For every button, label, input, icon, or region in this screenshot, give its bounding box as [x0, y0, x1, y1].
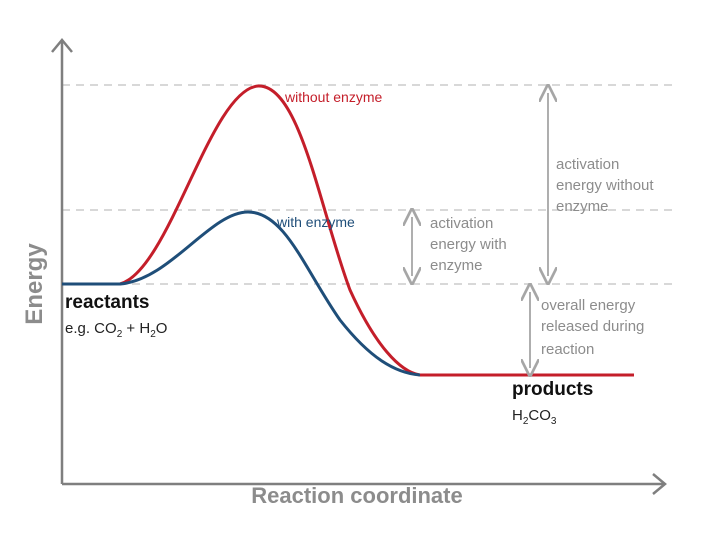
annotation-ea-with: activation energy with enzyme: [430, 215, 511, 274]
annotation-ea-without-line3: enzyme: [556, 198, 609, 215]
x-axis-label: Reaction coordinate: [251, 483, 462, 508]
label-with-enzyme: with enzyme: [276, 214, 355, 230]
y-axis-label: Energy: [21, 243, 48, 325]
products-title: products: [512, 379, 593, 400]
curve-without-enzyme: [62, 84, 634, 377]
reactants-example: e.g. CO2 + H2O: [65, 320, 167, 340]
annotation-ea-with-line3: enzyme: [430, 257, 483, 274]
annotation-ea-with-line1: activation: [430, 215, 493, 232]
annotation-overall: overall energy released during reaction: [541, 297, 649, 358]
annotation-overall-line3: reaction: [541, 341, 594, 358]
annotation-ea-with-line2: energy with: [430, 236, 507, 253]
label-without-enzyme: without enzyme: [284, 89, 382, 105]
reactants-title: reactants: [65, 292, 150, 313]
curve-with-enzyme: [62, 210, 421, 377]
products-formula: H2CO3: [512, 407, 557, 427]
y-axis-arrowhead: [51, 38, 73, 53]
annotation-ea-without: activation energy without enzyme: [556, 156, 658, 215]
x-axis-arrowhead: [652, 473, 667, 495]
annotation-ea-without-line1: activation: [556, 156, 619, 173]
annotation-overall-line2: released during: [541, 318, 644, 335]
annotation-ea-without-line2: energy without: [556, 177, 654, 194]
annotation-overall-line1: overall energy: [541, 297, 636, 314]
